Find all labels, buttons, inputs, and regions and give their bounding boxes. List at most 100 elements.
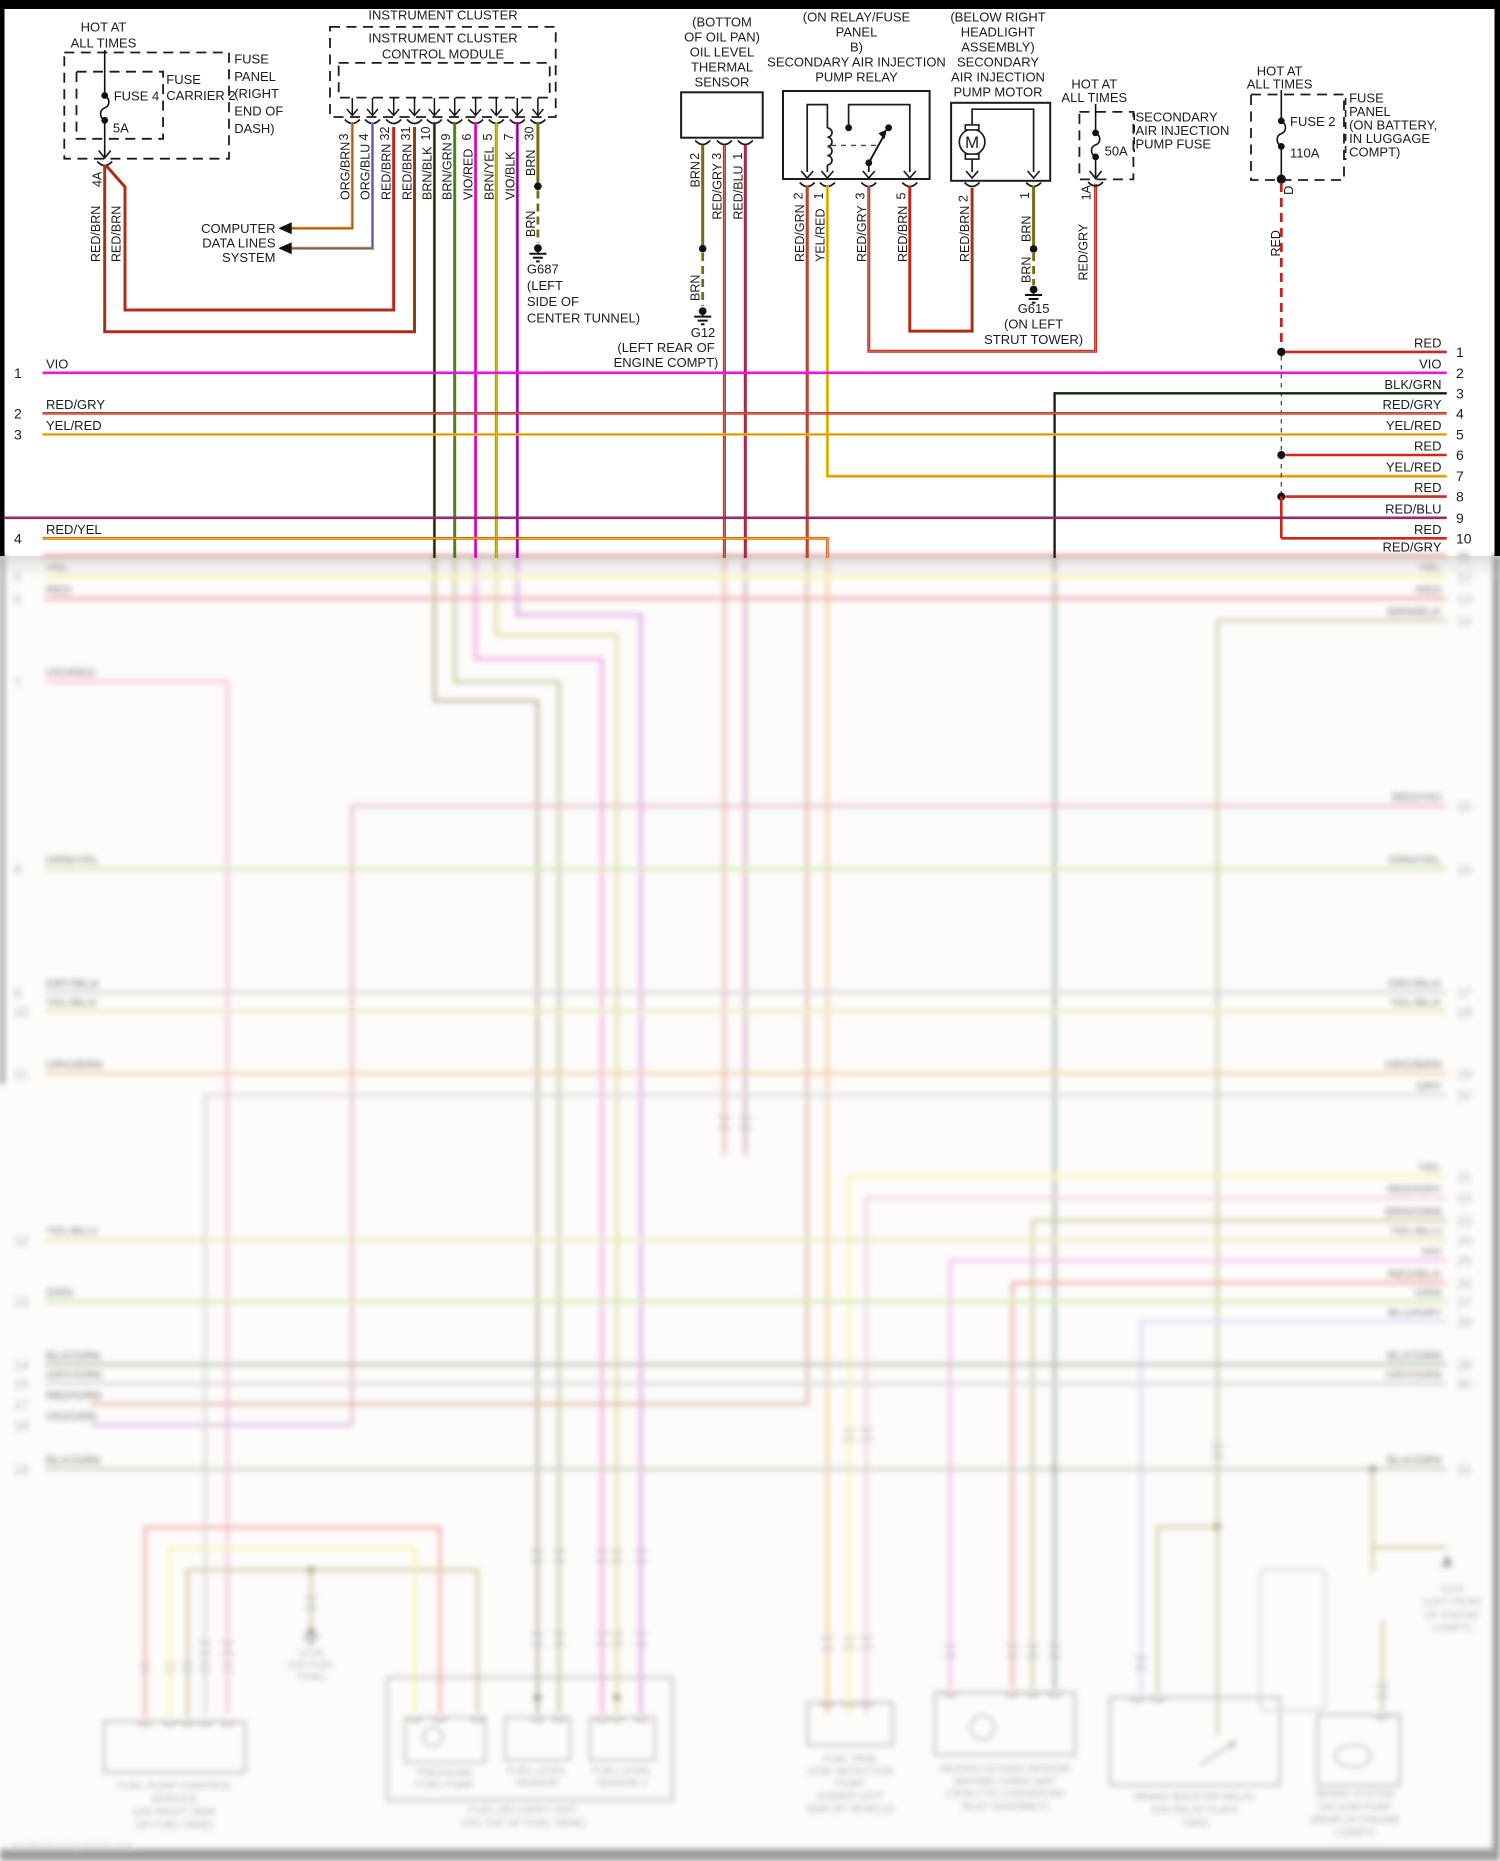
svg-text:COMPUTER: COMPUTER — [201, 221, 275, 236]
svg-text:VIO/RED: VIO/RED — [462, 149, 476, 200]
svg-text:2: 2 — [957, 195, 971, 202]
svg-text:HEADLIGHT: HEADLIGHT — [961, 24, 1035, 39]
svg-text:2: 2 — [1456, 365, 1464, 381]
svg-text:RED/BRN: RED/BRN — [958, 206, 972, 262]
svg-text:3: 3 — [853, 193, 867, 200]
svg-text:PUMP FUSE: PUMP FUSE — [1136, 136, 1212, 151]
svg-text:OIL LEVEL: OIL LEVEL — [690, 44, 755, 59]
svg-text:VIO/BLK: VIO/BLK — [503, 151, 517, 200]
svg-text:RED/BLU: RED/BLU — [1385, 501, 1441, 516]
svg-text:CARRIER 2: CARRIER 2 — [166, 88, 235, 103]
svg-text:SECONDARY: SECONDARY — [957, 54, 1039, 69]
svg-text:RED/YEL: RED/YEL — [46, 522, 102, 537]
svg-text:30: 30 — [522, 127, 536, 141]
svg-text:CENTER TUNNEL): CENTER TUNNEL) — [527, 310, 640, 325]
svg-text:(RIGHT: (RIGHT — [234, 86, 279, 101]
svg-text:PANEL: PANEL — [234, 69, 276, 84]
svg-text:RED/BRN: RED/BRN — [380, 144, 394, 200]
svg-text:(BELOW RIGHT: (BELOW RIGHT — [950, 9, 1045, 24]
svg-text:3: 3 — [1456, 385, 1464, 401]
svg-text:ORG/BLU: ORG/BLU — [359, 144, 373, 200]
svg-text:RED: RED — [1414, 480, 1441, 495]
svg-text:RED/GRY: RED/GRY — [1077, 223, 1091, 280]
svg-text:BRN: BRN — [1020, 216, 1034, 242]
svg-text:2: 2 — [14, 405, 22, 421]
svg-text:FUSE: FUSE — [1349, 91, 1384, 106]
svg-text:HOT AT: HOT AT — [1071, 77, 1117, 92]
svg-text:7: 7 — [502, 134, 516, 141]
svg-text:110A: 110A — [1290, 146, 1320, 161]
svg-text:BRN: BRN — [689, 161, 703, 187]
svg-text:1: 1 — [812, 193, 826, 200]
svg-text:THERMAL: THERMAL — [691, 59, 753, 74]
svg-text:1: 1 — [1018, 192, 1032, 199]
svg-text:5: 5 — [481, 134, 495, 141]
svg-text:3: 3 — [710, 153, 724, 160]
svg-text:(ON LEFT: (ON LEFT — [1004, 316, 1063, 331]
svg-text:8: 8 — [1456, 489, 1464, 505]
svg-text:PUMP MOTOR: PUMP MOTOR — [953, 84, 1042, 99]
svg-text:DATA LINES: DATA LINES — [202, 235, 276, 250]
svg-text:9: 9 — [439, 134, 453, 141]
svg-text:ALL TIMES: ALL TIMES — [1061, 90, 1127, 105]
svg-text:ALL TIMES: ALL TIMES — [1247, 77, 1313, 92]
svg-text:4: 4 — [357, 134, 371, 141]
svg-text:M: M — [965, 133, 979, 152]
svg-text:YEL/RED: YEL/RED — [1386, 418, 1442, 433]
svg-text:RED/GRY: RED/GRY — [855, 205, 869, 262]
svg-text:6: 6 — [1456, 447, 1464, 463]
svg-text:STRUT TOWER): STRUT TOWER) — [984, 332, 1083, 347]
svg-text:BRN: BRN — [524, 150, 538, 176]
svg-text:RED/GRY: RED/GRY — [46, 397, 105, 412]
svg-text:(ON BATTERY,: (ON BATTERY, — [1349, 118, 1437, 133]
svg-text:SENSOR: SENSOR — [695, 74, 750, 89]
svg-text:COMPT): COMPT) — [1349, 145, 1400, 160]
svg-text:7: 7 — [1456, 468, 1464, 484]
svg-text:1: 1 — [1456, 344, 1464, 360]
svg-text:FUSE 2: FUSE 2 — [1290, 114, 1336, 129]
svg-text:RED: RED — [1414, 439, 1441, 454]
svg-text:4: 4 — [1456, 405, 1464, 421]
svg-text:4: 4 — [14, 530, 22, 546]
svg-text:10: 10 — [419, 127, 433, 141]
svg-text:YEL/RED: YEL/RED — [46, 418, 102, 433]
svg-text:PUMP RELAY: PUMP RELAY — [815, 69, 898, 84]
svg-text:(ON RELAY/FUSE: (ON RELAY/FUSE — [803, 9, 911, 24]
svg-text:DASH): DASH) — [234, 121, 274, 136]
svg-text:G687: G687 — [527, 261, 559, 276]
svg-text:END OF: END OF — [234, 103, 283, 118]
svg-text:2: 2 — [688, 153, 702, 160]
svg-text:CONTROL MODULE: CONTROL MODULE — [382, 46, 505, 61]
svg-text:SECONDARY: SECONDARY — [1136, 109, 1218, 124]
svg-text:BRN: BRN — [1020, 257, 1034, 283]
svg-text:RED/BRN: RED/BRN — [896, 206, 910, 262]
svg-text:RED: RED — [1414, 522, 1441, 537]
svg-text:ENGINE COMPT): ENGINE COMPT) — [614, 355, 719, 370]
svg-text:50A: 50A — [1105, 143, 1128, 158]
svg-text:10: 10 — [1456, 530, 1472, 546]
svg-text:BRN/BLK: BRN/BLK — [420, 146, 434, 200]
svg-text:RED/GRY: RED/GRY — [1383, 397, 1442, 412]
svg-text:OF OIL PAN): OF OIL PAN) — [684, 29, 760, 44]
svg-text:SIDE OF: SIDE OF — [527, 294, 579, 309]
svg-text:SECONDARY AIR INJECTION: SECONDARY AIR INJECTION — [767, 54, 946, 69]
svg-text:32: 32 — [378, 127, 392, 141]
svg-text:(LEFT REAR OF: (LEFT REAR OF — [617, 340, 714, 355]
svg-text:INSTRUMENT CLUSTER: INSTRUMENT CLUSTER — [368, 31, 517, 46]
svg-text:RED: RED — [1414, 335, 1441, 350]
svg-text:BRN/GRN: BRN/GRN — [441, 142, 455, 200]
svg-text:IN LUGGAGE: IN LUGGAGE — [1349, 131, 1430, 146]
svg-text:RED/BRN: RED/BRN — [89, 206, 103, 262]
svg-text:1A: 1A — [1080, 184, 1094, 200]
svg-text:(BOTTOM: (BOTTOM — [692, 14, 752, 29]
svg-text:3: 3 — [337, 134, 351, 141]
svg-text:AIR INJECTION: AIR INJECTION — [951, 69, 1045, 84]
svg-text:G615: G615 — [1018, 301, 1050, 316]
svg-text:31: 31 — [399, 127, 413, 141]
svg-text:PANEL: PANEL — [836, 24, 878, 39]
svg-text:9: 9 — [1456, 510, 1464, 526]
svg-text:B): B) — [850, 39, 863, 54]
svg-text:5: 5 — [894, 193, 908, 200]
svg-text:ORG/BRN: ORG/BRN — [338, 142, 352, 200]
svg-text:RED/BLU: RED/BLU — [731, 165, 745, 219]
